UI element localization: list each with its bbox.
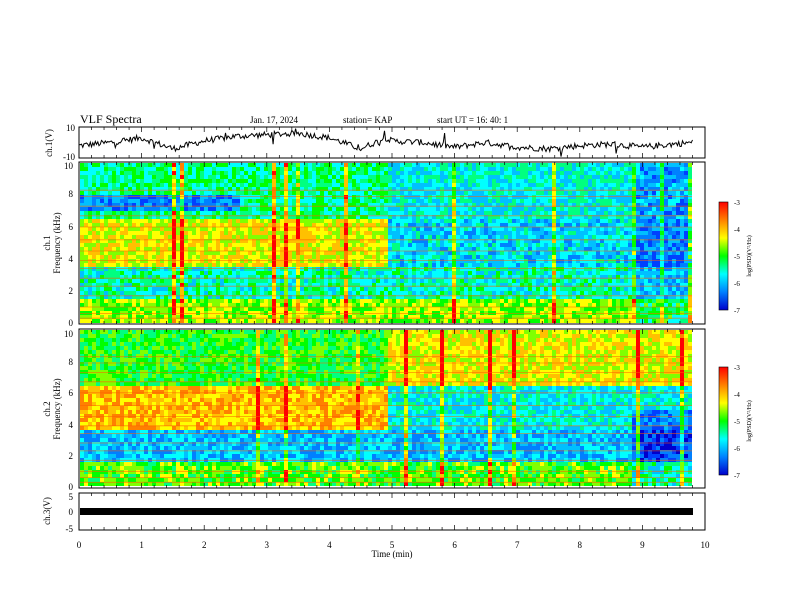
ch2-ytick-6: 6 bbox=[69, 388, 74, 398]
ch2-spectrogram-ylabel-channel: ch.2 bbox=[42, 401, 52, 416]
ch3-ytick-mid: 0 bbox=[69, 507, 74, 517]
start-time-label: start UT = 16: 40: 1 bbox=[437, 115, 508, 125]
xtick-3: 3 bbox=[265, 540, 270, 550]
colorbar-ch2-tick-5: -5 bbox=[734, 418, 740, 426]
ch2-spectrogram-image bbox=[80, 330, 692, 486]
xtick-5: 5 bbox=[390, 540, 395, 550]
ch1-spectrogram-ylabel-channel: ch.1 bbox=[42, 235, 52, 250]
ch3-ytick-top: 5 bbox=[69, 492, 74, 502]
xtick-6: 6 bbox=[452, 540, 457, 550]
colorbar-ch1-tick-5: -5 bbox=[734, 253, 740, 261]
colorbar-ch1-tick-6: -6 bbox=[734, 280, 740, 288]
ch1-ytick-2: 2 bbox=[69, 286, 74, 296]
x-axis-label: Time (min) bbox=[372, 549, 413, 559]
xtick-10: 10 bbox=[701, 540, 711, 550]
colorbar-ch2-tick-4: -4 bbox=[734, 391, 740, 399]
colorbar-ch1-tick-7: -7 bbox=[734, 307, 740, 315]
ch1-ytick-10: 10 bbox=[64, 161, 74, 171]
ch3-ytick-bottom: -5 bbox=[66, 524, 74, 534]
ch2-ytick-8: 8 bbox=[69, 357, 74, 367]
ch2-ytick-10: 10 bbox=[64, 329, 74, 339]
ch1-spectrogram-yticks: 0 2 4 6 8 10 bbox=[64, 161, 74, 328]
ch1-ytick-8: 8 bbox=[69, 189, 74, 199]
xtick-1: 1 bbox=[139, 540, 144, 550]
ch2-ytick-0: 0 bbox=[69, 482, 74, 492]
ch1-ytick-0: 0 bbox=[69, 318, 74, 328]
ch3-waveform-band bbox=[80, 508, 693, 515]
ch1-waveform-line bbox=[78, 128, 693, 157]
colorbar-ch2: -3 -4 -5 -6 -7 log(PSD)(V²/Hz) bbox=[718, 364, 753, 480]
ch1-waveform-panel: 10 -10 ch.1(V) bbox=[44, 123, 706, 162]
colorbar-ch1-gradient bbox=[718, 201, 729, 311]
colorbar-ch2-tick-7: -7 bbox=[734, 472, 740, 480]
ch1-spectrogram-panel: 0 2 4 6 8 10 ch.1 Frequency (kHz) bbox=[42, 161, 706, 328]
ch1-spectrogram-ylabel: Frequency (kHz) bbox=[52, 212, 62, 273]
ch2-spectrogram-ylabel: Frequency (kHz) bbox=[52, 378, 62, 439]
xtick-0: 0 bbox=[77, 540, 82, 550]
ch1-spectrogram-image bbox=[80, 163, 692, 323]
x-axis-labels: 0 1 2 3 4 5 6 7 8 9 10 bbox=[77, 540, 710, 550]
ch1-ytick-top: 10 bbox=[66, 123, 76, 133]
date-label: Jan. 17, 2024 bbox=[250, 115, 298, 125]
xtick-8: 8 bbox=[578, 540, 583, 550]
ch2-spectrogram-panel: 0 2 4 6 8 10 ch.2 Frequency (kHz) bbox=[42, 328, 706, 492]
colorbar-ch1-tick-4: -4 bbox=[734, 226, 740, 234]
xtick-4: 4 bbox=[327, 540, 332, 550]
colorbar-ch2-label: log(PSD)(V²/Hz) bbox=[746, 400, 753, 441]
colorbar-ch1-label: log(PSD)(V²/Hz) bbox=[746, 235, 753, 276]
colorbar-ch1-tick-3: -3 bbox=[734, 199, 740, 207]
figure-title: VLF Spectra bbox=[80, 112, 142, 126]
ch2-ytick-4: 4 bbox=[69, 420, 74, 430]
ch1-ytick-bottom: -10 bbox=[63, 152, 75, 162]
ch1-ytick-4: 4 bbox=[69, 254, 74, 264]
xtick-2: 2 bbox=[202, 540, 207, 550]
xtick-9: 9 bbox=[640, 540, 645, 550]
ch2-spectrogram-yticks: 0 2 4 6 8 10 bbox=[64, 329, 74, 492]
colorbar-ch2-tick-3: -3 bbox=[734, 364, 740, 372]
x-axis-ticks bbox=[78, 127, 706, 530]
ch3-waveform-panel: 5 0 -5 ch.3(V) bbox=[42, 492, 706, 534]
ch2-ytick-2: 2 bbox=[69, 451, 74, 461]
colorbar-ch1: -3 -4 -5 -6 -7 log(PSD)(V²/Hz) bbox=[718, 199, 753, 315]
station-label: station= KAP bbox=[343, 115, 392, 125]
xtick-7: 7 bbox=[515, 540, 520, 550]
ch1-ylabel: ch.1(V) bbox=[44, 129, 54, 157]
ch1-ytick-6: 6 bbox=[69, 222, 74, 232]
colorbar-ch2-gradient bbox=[718, 366, 729, 476]
ch3-ylabel: ch.3(V) bbox=[42, 497, 52, 525]
colorbar-ch2-tick-6: -6 bbox=[734, 445, 740, 453]
